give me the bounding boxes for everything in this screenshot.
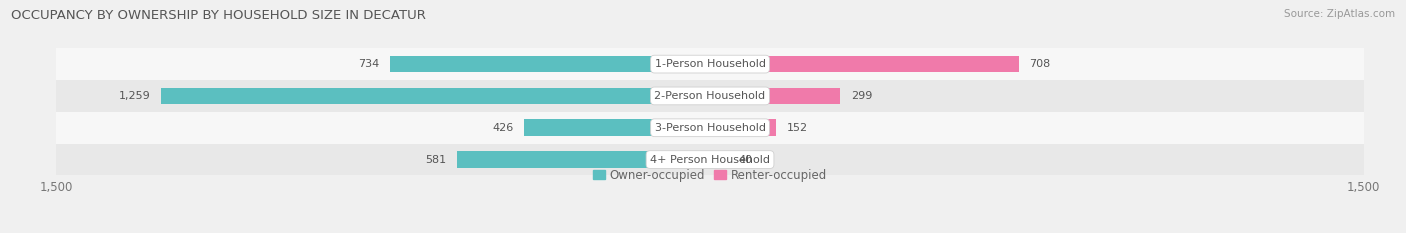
- Bar: [710, 120, 776, 136]
- Text: 708: 708: [1029, 59, 1050, 69]
- Bar: [710, 88, 841, 104]
- Text: OCCUPANCY BY OWNERSHIP BY HOUSEHOLD SIZE IN DECATUR: OCCUPANCY BY OWNERSHIP BY HOUSEHOLD SIZE…: [11, 9, 426, 22]
- Text: 299: 299: [851, 91, 873, 101]
- Text: 426: 426: [492, 123, 513, 133]
- Text: 2-Person Household: 2-Person Household: [654, 91, 766, 101]
- Text: 4+ Person Household: 4+ Person Household: [650, 154, 770, 164]
- Bar: [389, 56, 710, 72]
- Bar: [710, 56, 1018, 72]
- Bar: [56, 48, 1364, 80]
- Bar: [56, 112, 1364, 144]
- Bar: [162, 88, 710, 104]
- Text: 1-Person Household: 1-Person Household: [655, 59, 765, 69]
- Text: 40: 40: [738, 154, 752, 164]
- Bar: [710, 151, 727, 168]
- Legend: Owner-occupied, Renter-occupied: Owner-occupied, Renter-occupied: [593, 169, 827, 182]
- Bar: [457, 151, 710, 168]
- Bar: [56, 80, 1364, 112]
- Text: 3-Person Household: 3-Person Household: [655, 123, 765, 133]
- Bar: [56, 144, 1364, 175]
- Bar: [524, 120, 710, 136]
- Text: 734: 734: [359, 59, 380, 69]
- Text: 581: 581: [425, 154, 446, 164]
- Text: 152: 152: [787, 123, 808, 133]
- Text: 1,259: 1,259: [118, 91, 150, 101]
- Text: Source: ZipAtlas.com: Source: ZipAtlas.com: [1284, 9, 1395, 19]
